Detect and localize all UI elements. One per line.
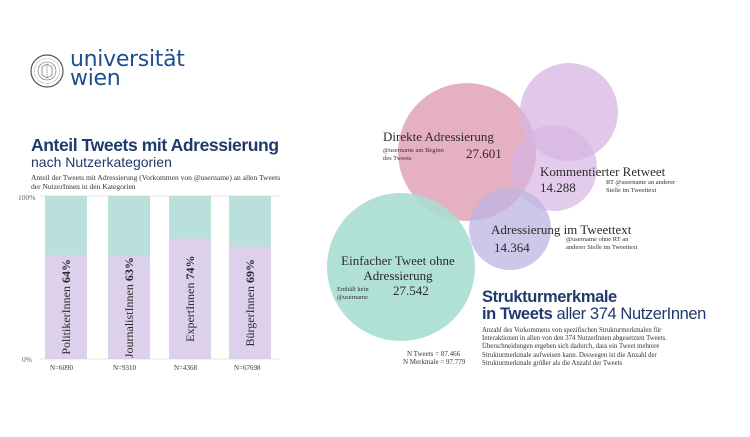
bubble-title-line2-bold: in Tweets [482, 305, 553, 323]
bubble-title-line1: Strukturmerkmale [482, 288, 617, 306]
logo-line2: wien [70, 66, 121, 91]
bubble-note-tweettext: @username ohne RT an anderer Stelle im T… [566, 236, 638, 251]
bar-label-3: BürgerInnen 69% [243, 259, 257, 346]
bar-0 [45, 254, 87, 359]
bar-2 [169, 238, 211, 359]
bubble-retweet-overlap [511, 125, 597, 211]
bar-label-0: PolitikerInnen 64% [59, 259, 73, 355]
bubble-adressierung-im-tweettext [469, 188, 551, 270]
n-merkmale-stat: N Merkmale = 97.779 [403, 358, 466, 366]
bubble-chart-title: Strukturmerkmale in Tweets aller 374 Nut… [482, 289, 706, 323]
bubble-label-direkte: Direkte Adressierung [383, 129, 494, 144]
bar-1 [108, 256, 150, 359]
bubble-chart-description: Anzahl des Vorkommens von spezifischen S… [482, 327, 667, 367]
y-axis-bottom-label: 0% [22, 355, 32, 364]
bar-label-1: JournalistInnen 63% [122, 257, 136, 358]
bar-chart-description: Anteil der Tweets mit Adressierung (Vork… [31, 173, 281, 191]
bubble-value-tweettext: 14.364 [494, 240, 530, 255]
bar-label-2: ExpertInnen 74% [183, 256, 197, 342]
bar-n-label-0: N=6090 [50, 364, 74, 372]
bubble-label-retweet: Kommentierter Retweet [540, 164, 666, 179]
university-seal-icon [30, 54, 64, 88]
bubble-direkte-adressierung [398, 83, 536, 221]
bubble-value-einfacher: 27.542 [393, 283, 429, 298]
logo-line1: universität [70, 47, 185, 72]
bar-n-label-1: N=9310 [113, 364, 137, 372]
bubble-einfacher-tweet [327, 193, 475, 341]
bar-n-label-3: N=67698 [234, 364, 261, 372]
bar-chart: PolitikerInnen 64% JournalistInnen 63% Exp… [40, 195, 280, 360]
bar-chart-title: Anteil Tweets mit Adressierung [31, 135, 279, 155]
bubble-title-line2-rest: aller 374 NutzerInnen [552, 305, 707, 323]
n-tweets-stat: N Tweets = 87.466 [407, 350, 461, 358]
bubble-note-direkte: @username am Beginn des Tweets [383, 147, 444, 162]
bubble-title-line2: in Tweets aller 374 NutzerInnen [482, 306, 706, 323]
bar-3 [229, 246, 271, 359]
bubble-value-direkte: 27.601 [466, 146, 502, 161]
bubble-label-tweettext: Adressierung im Tweettext [491, 222, 632, 237]
university-logo-text: universität wien [70, 47, 185, 91]
bar-chart-subtitle: nach Nutzerkategorien [31, 154, 172, 170]
bubble-label-einfacher: Einfacher Tweet ohne Adressierung [341, 253, 455, 283]
bubble-note-retweet: RT @username an anderer Stelle im Tweett… [606, 179, 676, 194]
y-axis-top-label: 100% [18, 193, 36, 202]
bar-n-label-2: N=4368 [174, 364, 198, 372]
bubble-note-einfacher: Enthält kein @username [337, 286, 369, 301]
bubble-value-retweet: 14.288 [540, 180, 576, 195]
